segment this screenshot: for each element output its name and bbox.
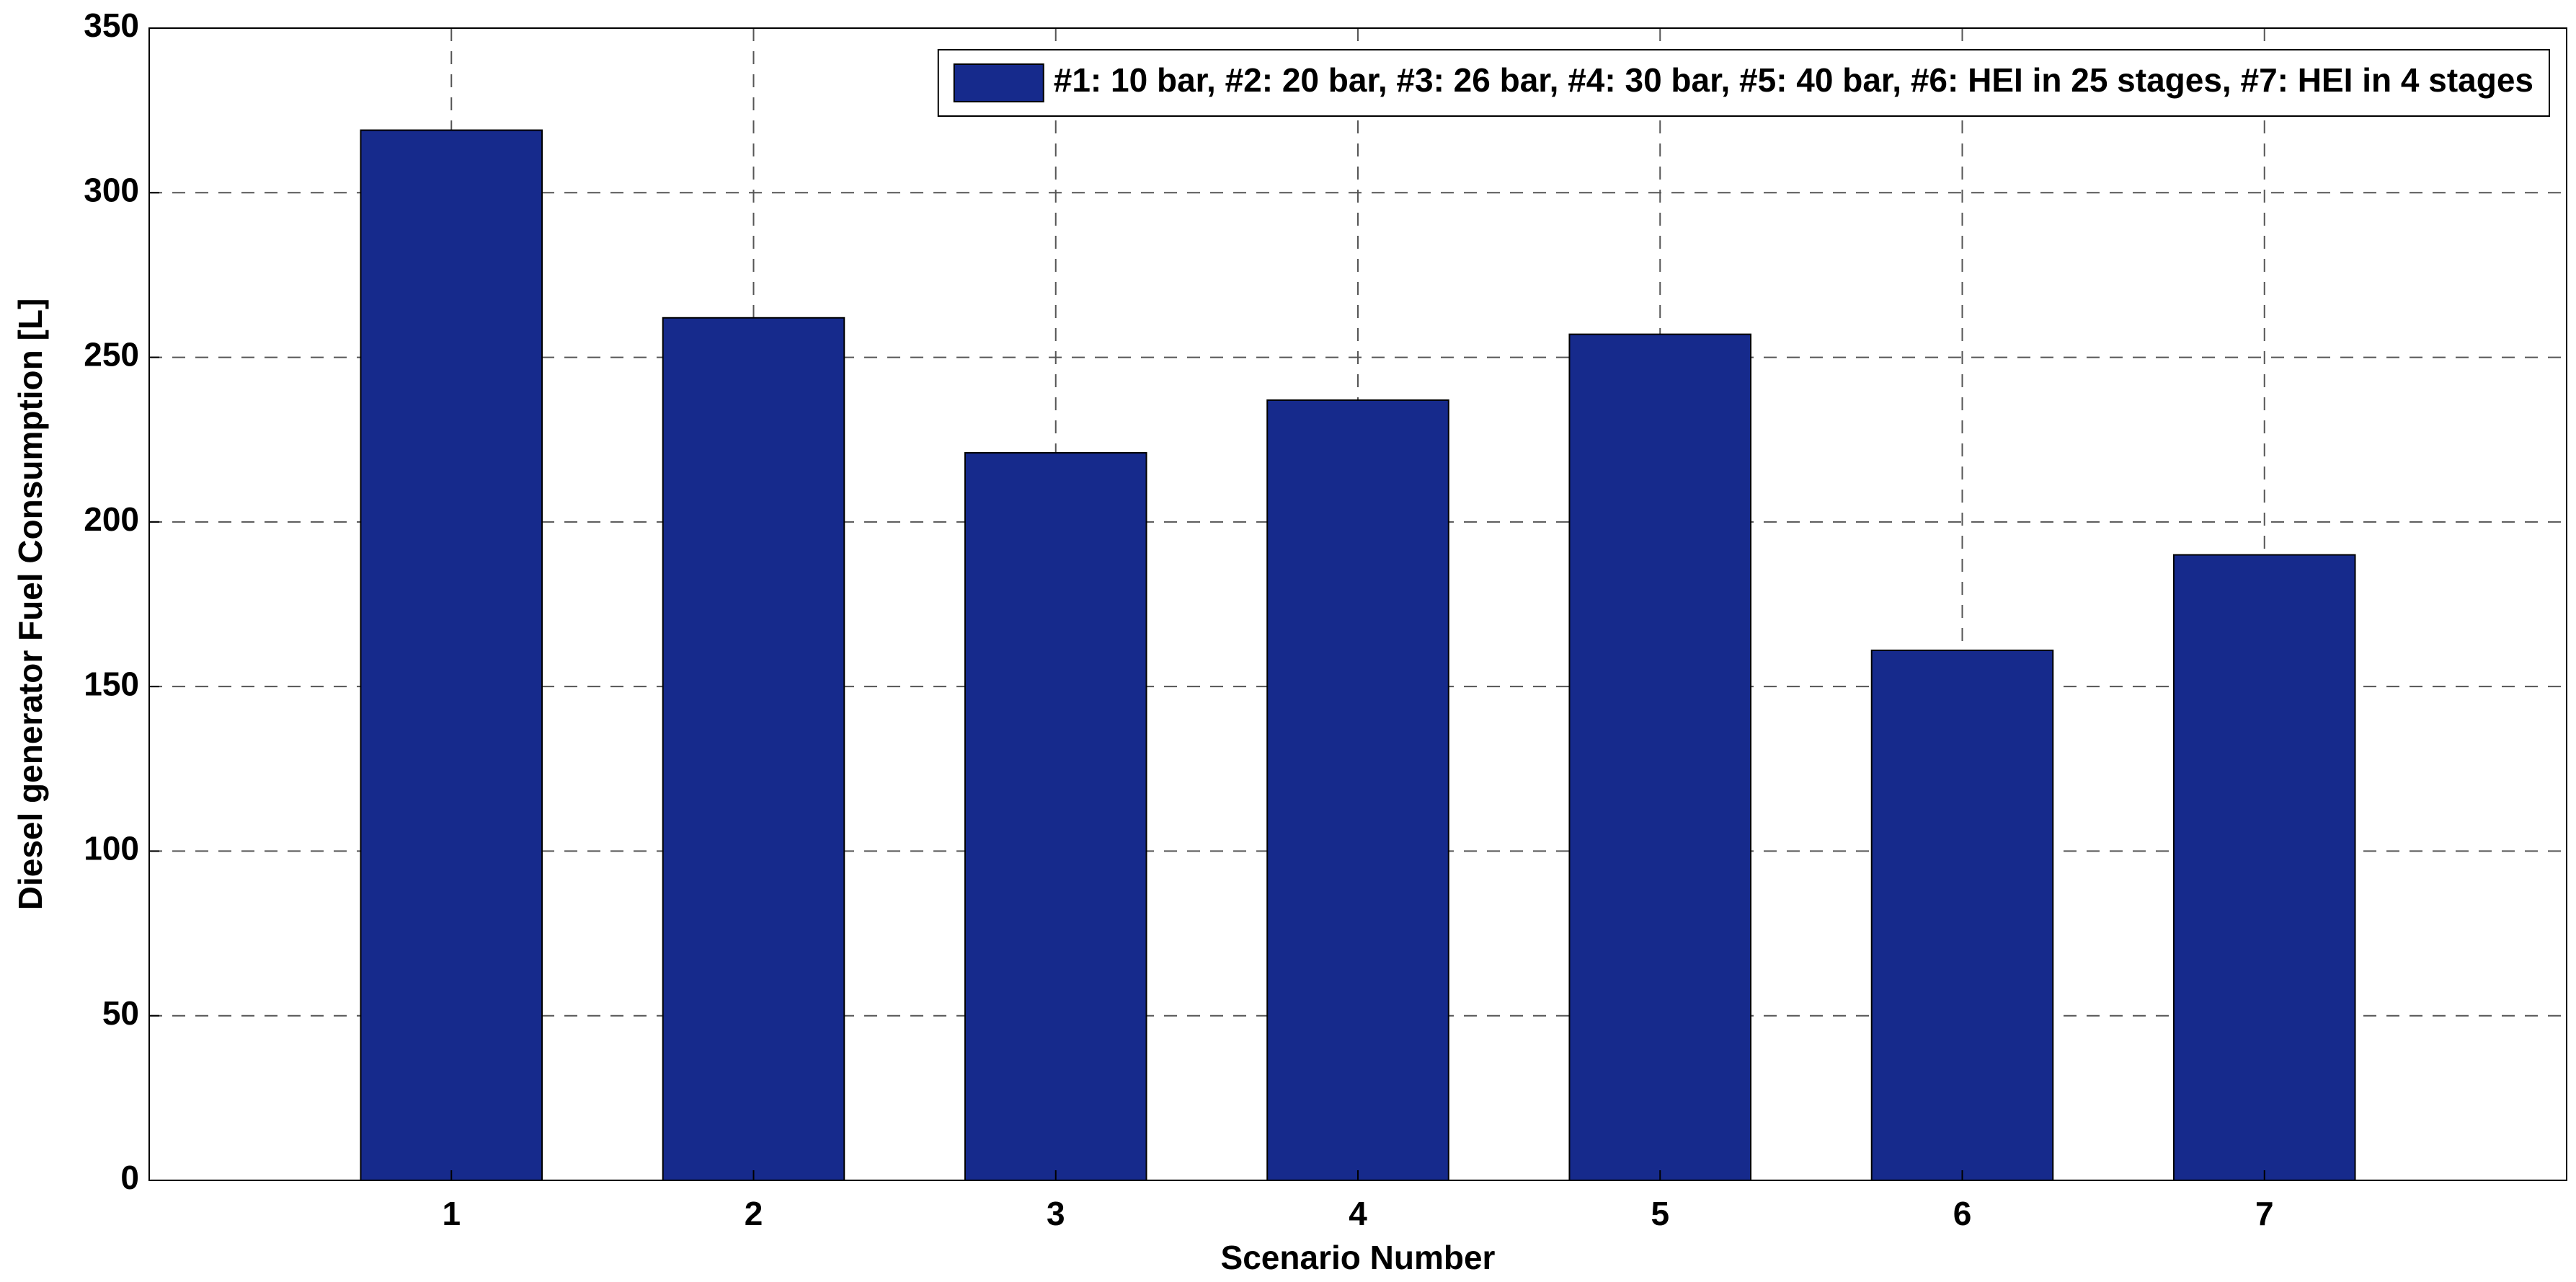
y-tick-label: 350 [84,6,139,44]
bar [662,317,845,1182]
x-tick-label: 5 [1651,1195,1669,1232]
bar [1870,649,2054,1181]
ticks: 0 50 100 150 200 250 300 350 1 2 3 4 5 6 7 [84,6,2273,1232]
x-axis-label: Scenario Number [1221,1239,1496,1276]
bar [360,129,543,1182]
x-tick-label: 6 [1953,1195,1972,1232]
bar [1266,399,1449,1182]
y-tick-label: 250 [84,336,139,373]
bar [1568,333,1752,1181]
bar [964,451,1147,1181]
legend: #1: 10 bar, #2: 20 bar, #3: 26 bar, #4: … [937,49,2550,117]
bar [2172,554,2356,1181]
bars [360,129,2356,1182]
y-axis-label: Diesel generator Fuel Consumption [L] [12,299,49,911]
legend-swatch [953,63,1044,102]
y-tick-label: 50 [102,994,139,1032]
x-tick-label: 1 [442,1195,461,1232]
legend-box [937,49,2550,117]
x-tick-label: 2 [745,1195,763,1232]
x-tick-label: 4 [1349,1195,1367,1232]
x-tick-label: 7 [2255,1195,2274,1232]
y-tick-label: 0 [120,1159,139,1196]
y-tick-label: 300 [84,171,139,208]
legend-label: #1: 10 bar, #2: 20 bar, #3: 26 bar, #4: … [1054,61,2533,99]
y-tick-label: 100 [84,830,139,867]
y-tick-label: 200 [84,500,139,538]
x-tick-label: 3 [1047,1195,1065,1232]
y-tick-label: 150 [84,665,139,702]
